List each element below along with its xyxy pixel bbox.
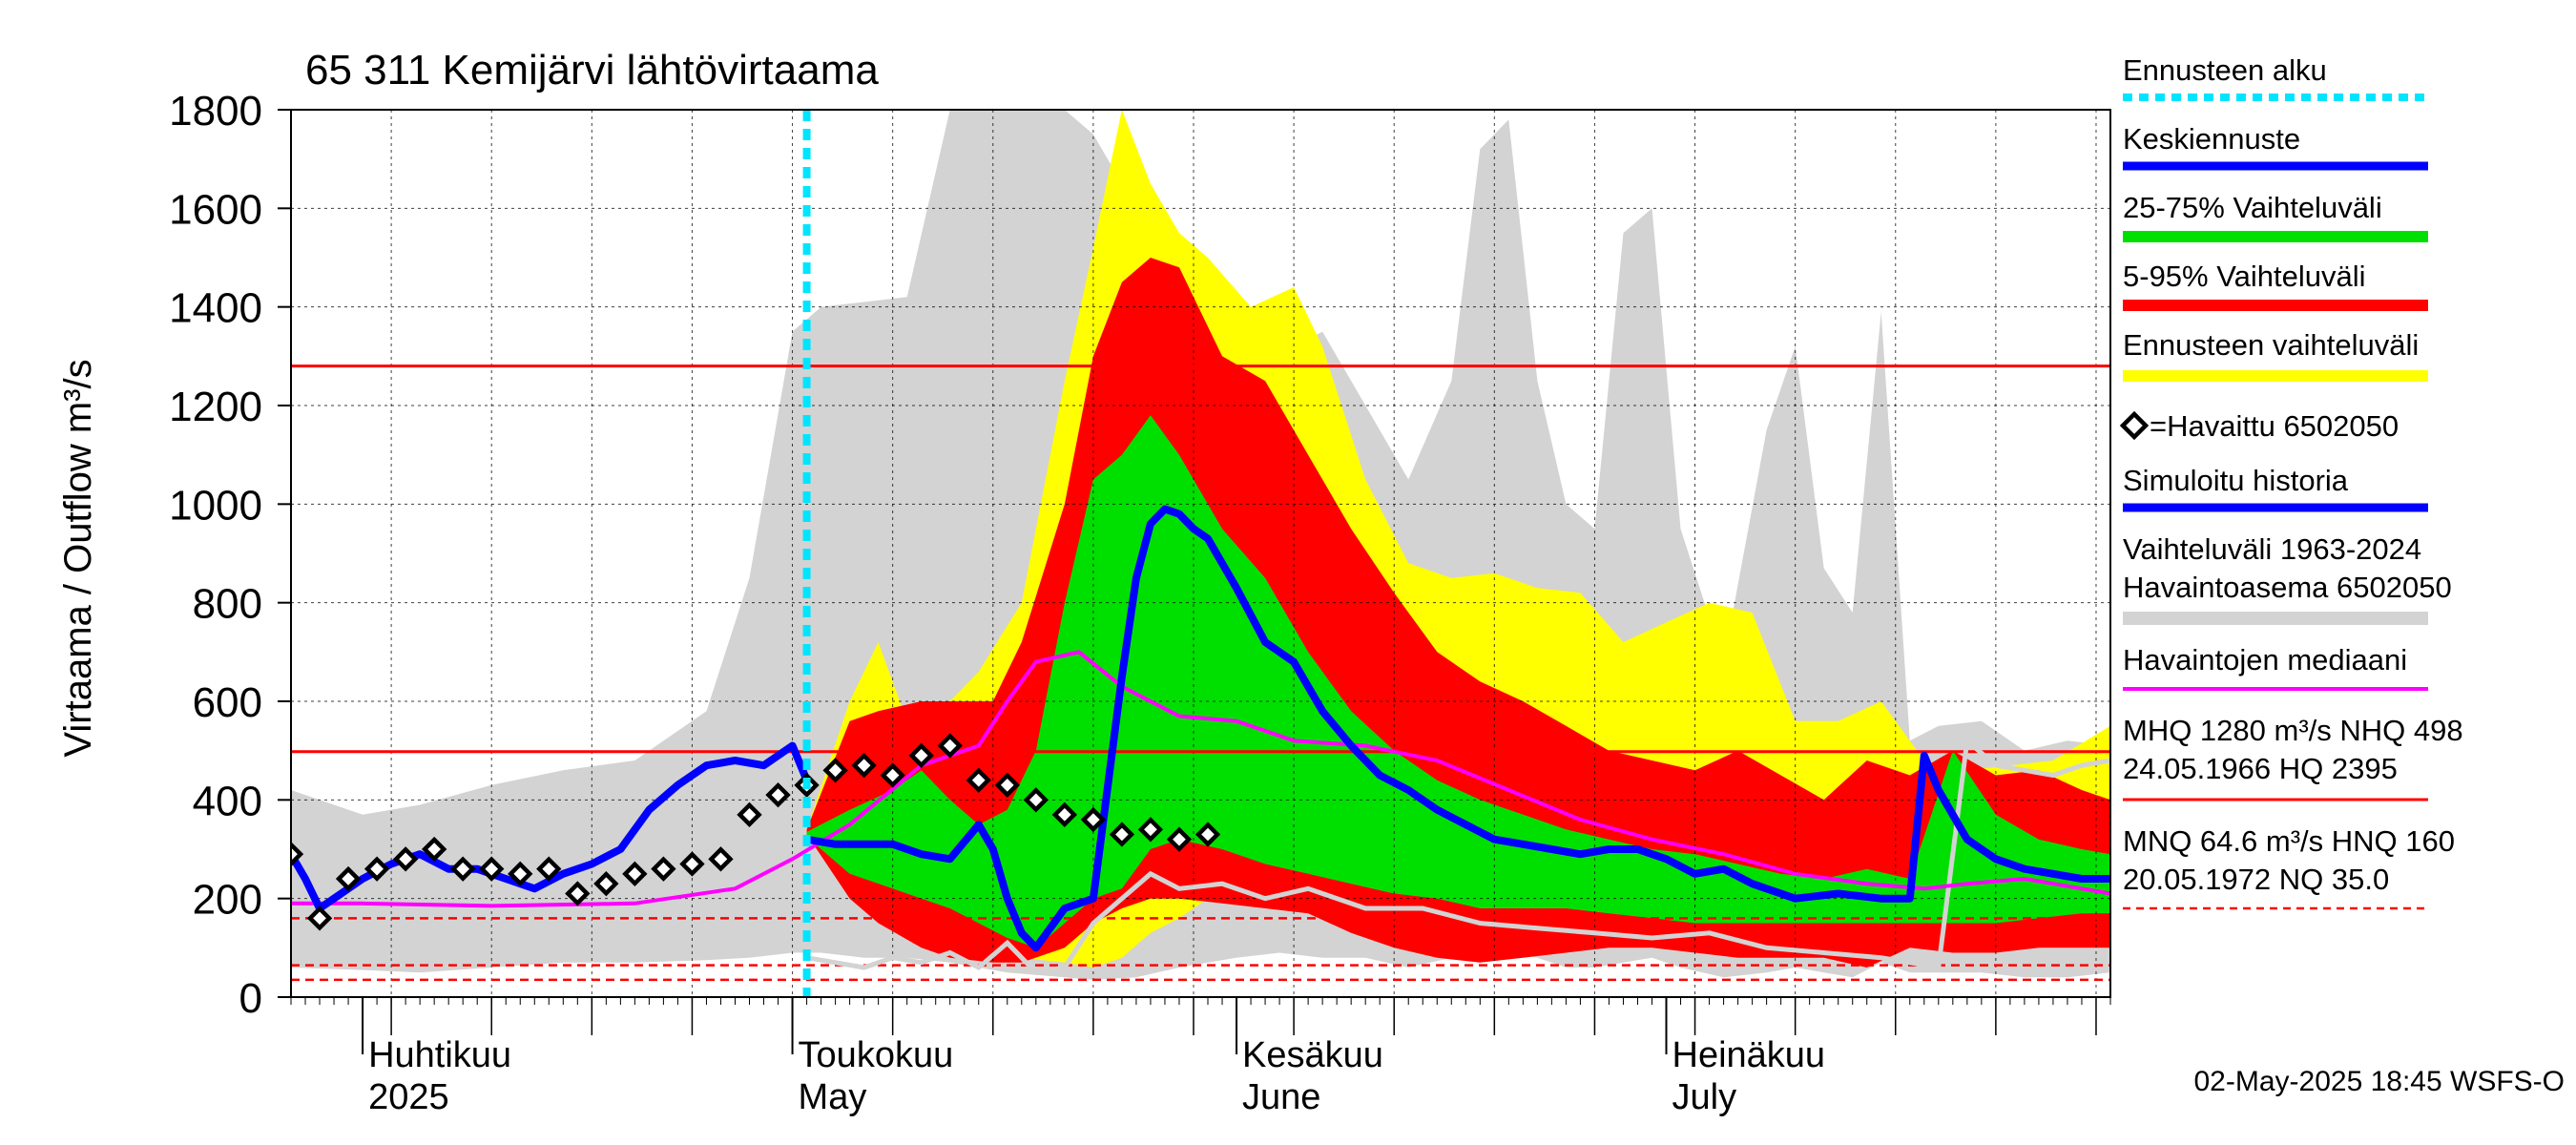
legend-25-75-label: 25-75% Vaihteluväli [2123, 191, 2382, 224]
observed-point [708, 846, 734, 872]
legend-median-label: Havaintojen mediaani [2123, 643, 2407, 677]
observed-point [1051, 802, 1078, 828]
legend-stats-1: MHQ 1280 m³/s NHQ 498 [2123, 714, 2463, 747]
axes: 0 200 400 600 800 1000 1200 1400 1600 1800 Huhtiku… [169, 88, 2111, 1117]
observed-point [908, 742, 934, 769]
legend-stats-4: 20.05.1972 NQ 35.0 [2123, 863, 2389, 896]
legend-observed-swatch [2119, 410, 2150, 441]
y-axis-label: Virtaama / Outflow m³/s [57, 359, 99, 757]
observed-point [994, 772, 1020, 799]
observed-point [291, 841, 304, 867]
observed-point [651, 856, 676, 882]
simulated-history-line [291, 741, 811, 912]
observed-point [593, 870, 619, 897]
footer-timestamp: 02-May-2025 18:45 WSFS-O [2194, 1066, 2566, 1097]
legend-observed-label: =Havaittu 6502050 [2150, 409, 2399, 443]
y-tick-label: 600 [193, 679, 262, 726]
observed-point [565, 881, 591, 906]
x-month-label: Toukokuu [799, 1035, 954, 1075]
x-month-sublabel: May [799, 1077, 867, 1117]
y-tick-label: 800 [193, 581, 262, 628]
observed-point [765, 781, 791, 808]
observed-point [822, 758, 848, 783]
x-month-sublabel: June [1242, 1077, 1320, 1117]
observed-point [1023, 787, 1049, 813]
x-month-label: Heinäkuu [1672, 1035, 1826, 1075]
y-tick-label: 1800 [169, 88, 262, 135]
chart-title: 65 311 Kemijärvi lähtövirtaama [305, 47, 879, 94]
observed-point [737, 802, 762, 828]
legend-forecast-start-label: Ennusteen alku [2123, 53, 2327, 87]
observed-point [421, 836, 447, 863]
y-tick-label: 1600 [169, 186, 262, 233]
legend-hist-range-label-1: Vaihteluväli 1963-2024 [2123, 532, 2421, 566]
observed-point [306, 906, 333, 931]
observed-point [937, 733, 963, 759]
legend-mean-label: Keskiennuste [2123, 122, 2300, 156]
series-layer [291, 110, 2110, 997]
observed-point [392, 846, 419, 872]
legend-stats-2: 24.05.1966 HQ 2395 [2123, 752, 2398, 785]
forecast-25-75-band [806, 415, 2110, 948]
x-month-sublabel: July [1672, 1077, 1737, 1117]
y-tick-label: 200 [193, 877, 262, 924]
observed-point [536, 856, 562, 882]
y-tick-label: 1400 [169, 285, 262, 332]
hist-min-line [806, 736, 2110, 975]
observed-point [851, 752, 877, 779]
y-tick-label: 1200 [169, 384, 262, 430]
legend-simulated-label: Simuloitu historia [2123, 464, 2349, 497]
observed-point [1137, 817, 1164, 843]
plot-frame [290, 109, 2111, 998]
observed-point [335, 865, 362, 892]
mean-forecast-line [805, 505, 2110, 952]
legend-5-95-label: 5-95% Vaihteluväli [2123, 260, 2365, 293]
observed-point [1195, 822, 1221, 847]
legend-full-band-label: Ennusteen vaihteluväli [2123, 328, 2419, 362]
legend-hist-range-label-2: Havaintoasema 6502050 [2123, 571, 2452, 604]
x-month-label: Huhtikuu [368, 1035, 511, 1075]
observed-point [679, 851, 705, 877]
observed-point [508, 861, 533, 887]
observed-point [1109, 822, 1135, 847]
observed-point [622, 861, 648, 887]
x-month-sublabel: 2025 [368, 1077, 449, 1117]
observed-point [1080, 806, 1107, 833]
observed-point [364, 856, 390, 882]
y-tick-label: 0 [239, 975, 262, 1022]
y-tick-label: 400 [193, 778, 262, 824]
observed-point [1166, 826, 1193, 852]
x-month-label: Kesäkuu [1242, 1035, 1383, 1075]
reference-lines [291, 364, 2110, 982]
observed-point [479, 856, 505, 882]
legend: Ennusteen alku Keskiennuste 25-75% Vaihtel… [2119, 53, 2463, 910]
legend-stats-3: MNQ 64.6 m³/s HNQ 160 [2123, 824, 2455, 858]
observed-point [880, 762, 905, 788]
observed-point [450, 856, 476, 882]
grid [291, 110, 2110, 997]
observed-point [966, 767, 991, 793]
y-tick-label: 1000 [169, 482, 262, 529]
median-line [291, 650, 2110, 908]
